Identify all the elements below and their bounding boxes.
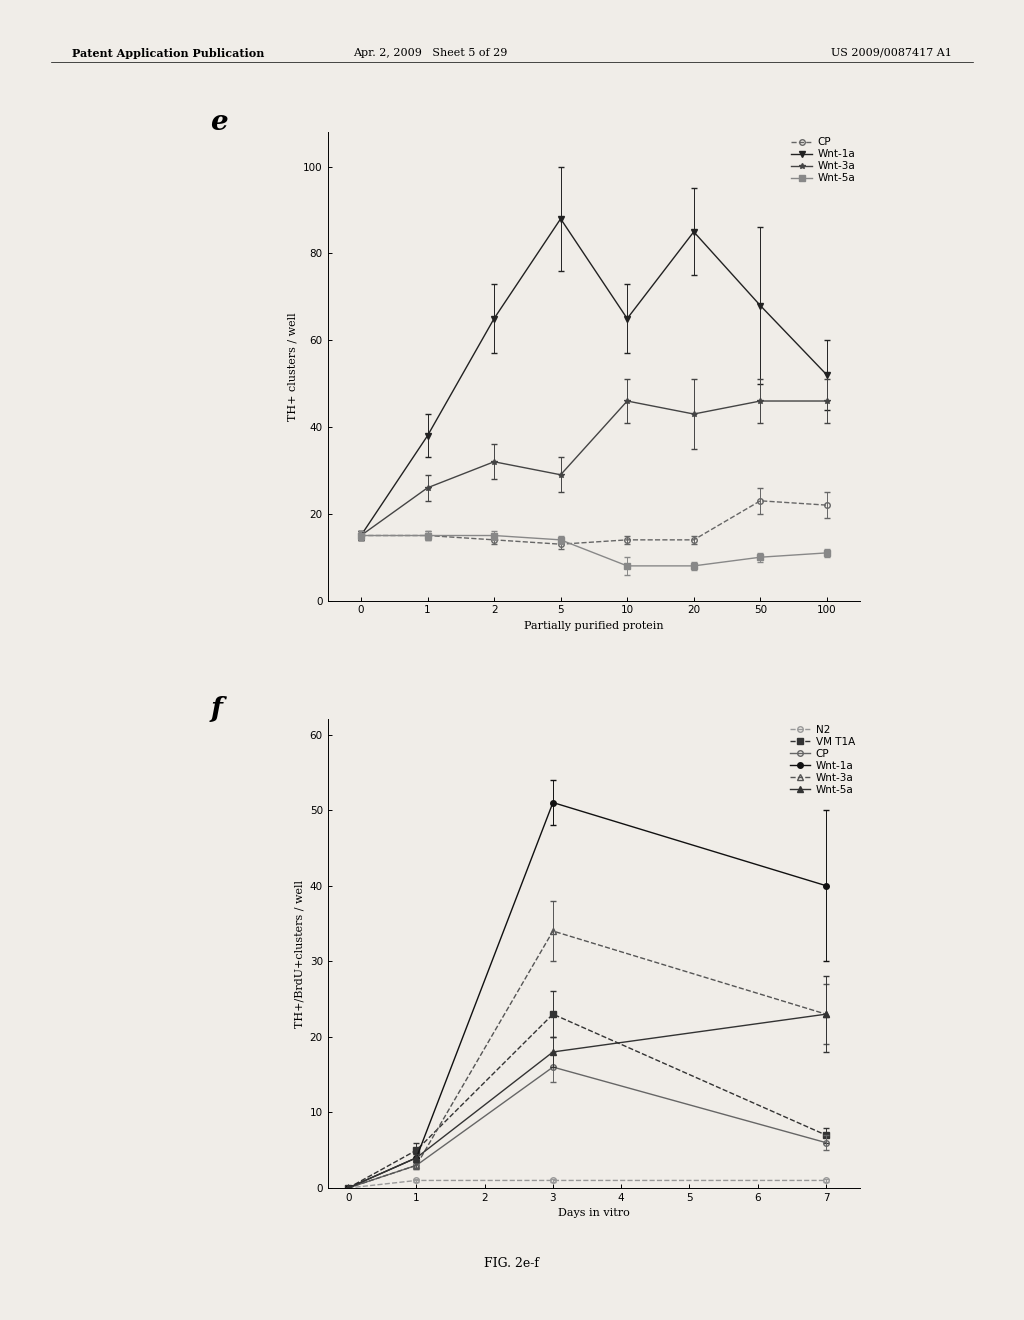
Y-axis label: TH+/BrdU+clusters / well: TH+/BrdU+clusters / well: [294, 879, 304, 1028]
X-axis label: Partially purified protein: Partially purified protein: [524, 620, 664, 631]
Legend: CP, Wnt-1a, Wnt-3a, Wnt-5a: CP, Wnt-1a, Wnt-3a, Wnt-5a: [792, 137, 855, 183]
Text: Apr. 2, 2009   Sheet 5 of 29: Apr. 2, 2009 Sheet 5 of 29: [353, 48, 507, 58]
Text: f: f: [211, 696, 222, 723]
X-axis label: Days in vitro: Days in vitro: [558, 1208, 630, 1218]
Y-axis label: TH+ clusters / well: TH+ clusters / well: [288, 312, 298, 421]
Legend: N2, VM T1A, CP, Wnt-1a, Wnt-3a, Wnt-5a: N2, VM T1A, CP, Wnt-1a, Wnt-3a, Wnt-5a: [790, 725, 855, 795]
Text: US 2009/0087417 A1: US 2009/0087417 A1: [831, 48, 952, 58]
Text: FIG. 2e-f: FIG. 2e-f: [484, 1257, 540, 1270]
Text: e: e: [211, 108, 228, 136]
Text: Patent Application Publication: Patent Application Publication: [72, 48, 264, 58]
